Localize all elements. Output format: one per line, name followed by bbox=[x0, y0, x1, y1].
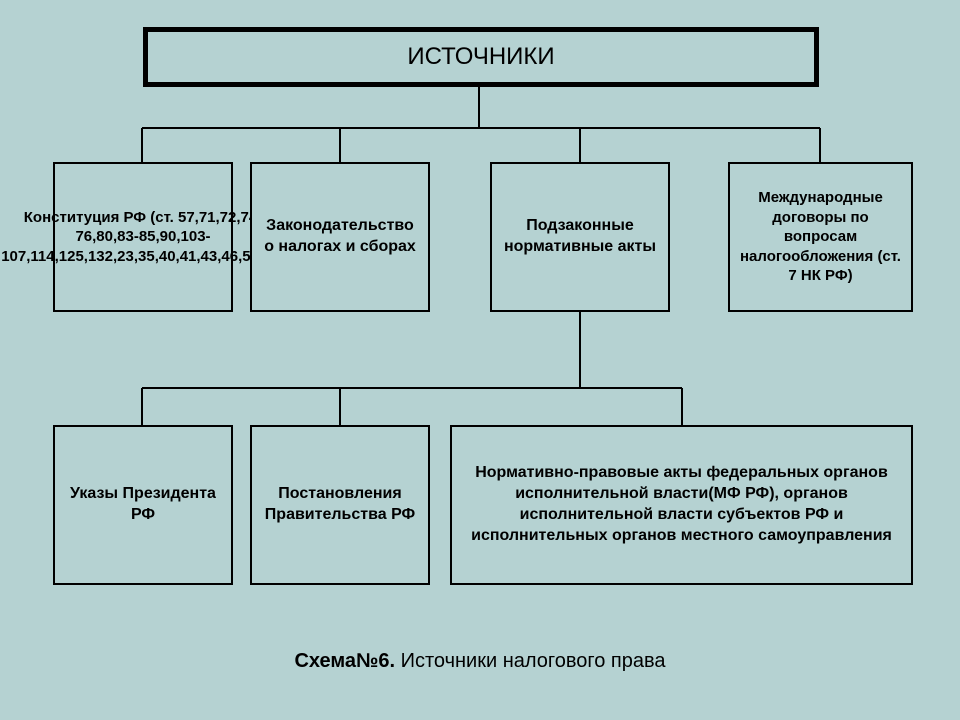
caption-rest: Источники налогового права bbox=[395, 650, 666, 672]
node-resolutions: Постановления Правительства РФ bbox=[250, 425, 430, 585]
node-label: Подзаконные нормативные акты bbox=[500, 216, 660, 258]
node-label: Нормативно-правовые акты федеральных орг… bbox=[460, 463, 903, 546]
node-decrees: Указы Президента РФ bbox=[53, 425, 233, 585]
node-bylaws: Подзаконные нормативные акты bbox=[490, 162, 670, 312]
node-normative: Нормативно-правовые акты федеральных орг… bbox=[450, 425, 913, 585]
node-label: Международные договоры по вопросам налог… bbox=[738, 188, 903, 286]
node-label: Постановления Правительства РФ bbox=[260, 484, 420, 526]
node-label: Законодательство о налогах и сборах bbox=[260, 216, 420, 258]
node-constitution: Конституция РФ (ст. 57,71,72,74-76,80,83… bbox=[53, 162, 233, 312]
node-legislation: Законодательство о налогах и сборах bbox=[250, 162, 430, 312]
root-node: ИСТОЧНИКИ bbox=[143, 27, 819, 87]
diagram-caption: Схема№6. Источники налогового права bbox=[0, 650, 960, 673]
root-label: ИСТОЧНИКИ bbox=[407, 41, 554, 72]
caption-bold: Схема№6. bbox=[294, 650, 395, 672]
node-treaties: Международные договоры по вопросам налог… bbox=[728, 162, 913, 312]
connector-lines bbox=[0, 0, 960, 720]
node-label: Указы Президента РФ bbox=[63, 484, 223, 526]
node-label: Конституция РФ (ст. 57,71,72,74-76,80,83… bbox=[1, 208, 285, 267]
